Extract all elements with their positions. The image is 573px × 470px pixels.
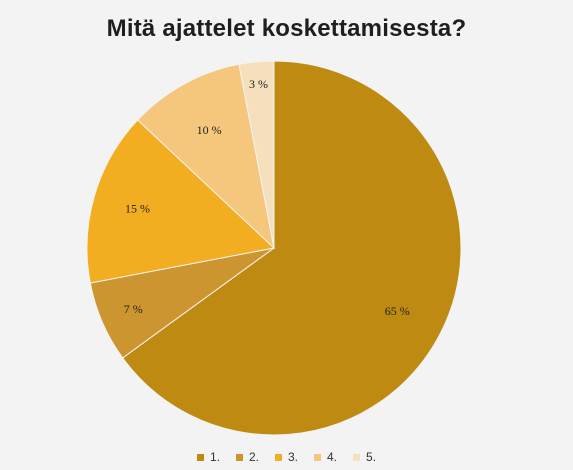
data-label-1: 65 %: [385, 304, 410, 318]
chart-title: Mitä ajattelet koskettamisesta?: [106, 15, 467, 42]
legend-item-4: 4.: [314, 450, 337, 464]
data-label-2: 7 %: [124, 302, 143, 316]
pie-slice-1: [122, 60, 462, 436]
legend-label-1: 1.: [209, 450, 220, 464]
legend-swatch-4: [314, 453, 321, 461]
legend-label-4: 4.: [327, 450, 338, 464]
legend-item-1: 1.: [196, 450, 220, 464]
legend-item-3: 3.: [274, 450, 298, 464]
data-label-5: 3 %: [249, 77, 268, 91]
pie-slice-5: [238, 60, 275, 249]
legend-label-5: 5.: [366, 450, 377, 464]
legend-swatch-3: [274, 453, 282, 461]
data-label-3: 15 %: [125, 201, 150, 215]
pie-slice-3: [86, 119, 276, 284]
data-label-4: 10 %: [197, 123, 222, 137]
legend: 1. 2. 3. 4. 5.: [0, 450, 573, 464]
legend-label-2: 2.: [248, 450, 259, 464]
legend-item-2: 2.: [235, 450, 259, 464]
legend-label-3: 3.: [287, 450, 298, 464]
legend-item-5: 5.: [353, 450, 376, 464]
legend-swatch-2: [235, 453, 243, 461]
legend-swatch-5: [353, 453, 361, 461]
legend-swatch-1: [196, 453, 204, 461]
pie-slice-4: [136, 63, 275, 250]
